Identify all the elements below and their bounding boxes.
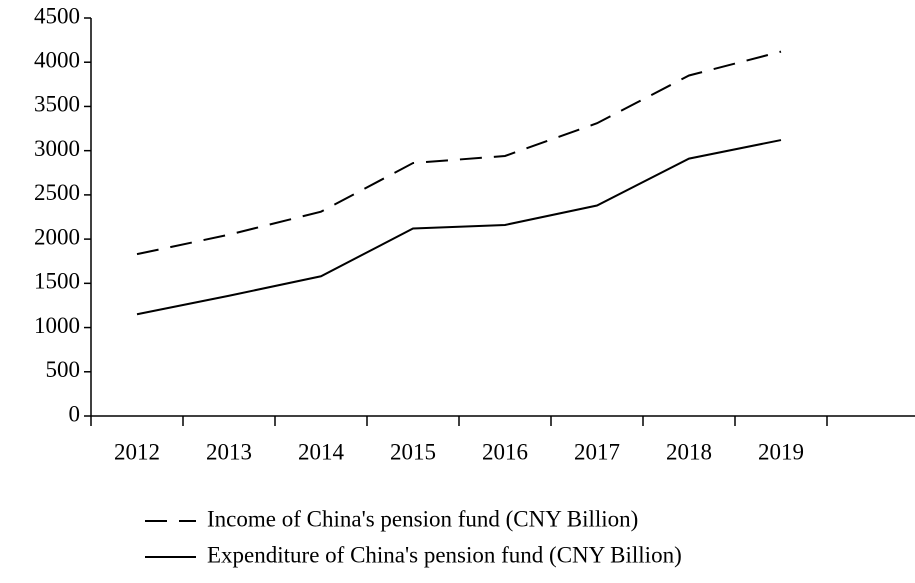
x-tick-label: 2015 bbox=[390, 439, 436, 464]
y-tick-label: 2500 bbox=[34, 180, 80, 205]
y-tick-label: 500 bbox=[46, 357, 81, 382]
x-tick-label: 2016 bbox=[482, 439, 528, 464]
y-tick-label: 3500 bbox=[34, 92, 80, 117]
x-tick-label: 2017 bbox=[574, 439, 620, 464]
y-tick-label: 1500 bbox=[34, 269, 80, 294]
legend-label: Income of China's pension fund (CNY Bill… bbox=[207, 506, 638, 531]
series-line bbox=[136, 139, 782, 316]
series-line bbox=[136, 50, 782, 256]
x-tick-label: 2019 bbox=[758, 439, 804, 464]
y-tick-label: 4000 bbox=[34, 48, 80, 73]
y-tick-label: 1000 bbox=[34, 313, 80, 338]
y-tick-label: 2000 bbox=[34, 224, 80, 249]
legend-label: Expenditure of China's pension fund (CNY… bbox=[207, 542, 682, 567]
y-tick-label: 4500 bbox=[34, 3, 80, 28]
x-tick-label: 2012 bbox=[114, 439, 160, 464]
x-tick-label: 2014 bbox=[298, 439, 345, 464]
x-tick-label: 2013 bbox=[206, 439, 252, 464]
y-tick-label: 0 bbox=[69, 401, 81, 426]
y-tick-label: 3000 bbox=[34, 136, 80, 161]
x-tick-label: 2018 bbox=[666, 439, 712, 464]
